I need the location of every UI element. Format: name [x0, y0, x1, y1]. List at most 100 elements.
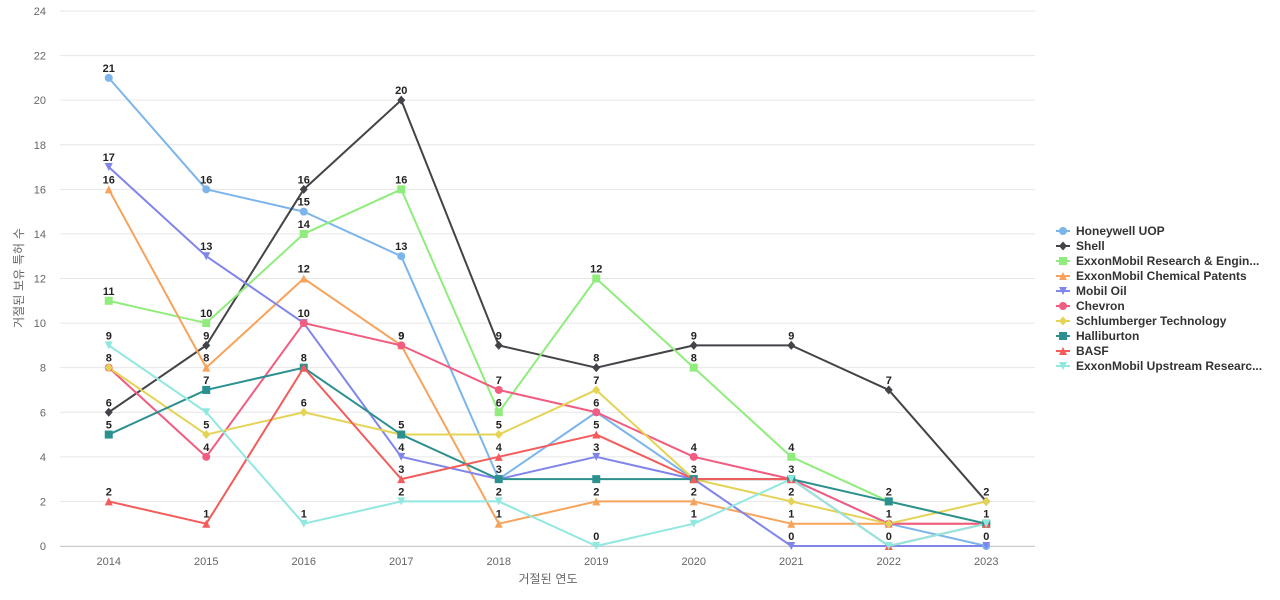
data-label: 9 — [106, 330, 112, 342]
data-point — [592, 497, 601, 506]
data-point — [397, 252, 406, 261]
legend-label: Schlumberger Technology — [1076, 314, 1227, 328]
data-point — [689, 452, 698, 461]
data-point — [397, 452, 406, 461]
legend-symbol — [1059, 272, 1067, 280]
data-point — [104, 185, 113, 194]
data-label: 12 — [590, 264, 602, 276]
data-point — [787, 542, 796, 550]
data-label: 6 — [593, 397, 599, 409]
legend-label: ExxonMobil Research & Engin... — [1076, 254, 1259, 268]
data-label: 1 — [496, 509, 502, 521]
data-point — [299, 274, 308, 283]
y-tick-label: 14 — [34, 229, 46, 241]
data-point — [299, 363, 308, 372]
data-point — [592, 363, 601, 373]
data-point — [494, 408, 503, 417]
data-label: 14 — [298, 219, 311, 231]
data-label: 13 — [200, 241, 212, 253]
x-tick-label: 2018 — [487, 556, 511, 568]
data-label: 2 — [983, 486, 989, 498]
legend-symbol — [1059, 362, 1067, 370]
data-point — [787, 496, 796, 506]
data-point — [202, 519, 211, 528]
data-label: 13 — [395, 241, 407, 253]
data-point — [689, 340, 698, 350]
legend-item[interactable]: ExxonMobil Research & Engin... — [1056, 254, 1259, 268]
data-point — [494, 430, 503, 440]
data-label: 21 — [103, 63, 115, 75]
data-label: 2 — [788, 486, 794, 498]
series-line-10[interactable] — [107, 344, 988, 547]
legend-label: Halliburton — [1076, 329, 1139, 343]
data-point — [299, 319, 308, 328]
data-label: 16 — [200, 174, 212, 186]
data-label: 10 — [298, 308, 310, 320]
data-point — [592, 385, 601, 395]
legend-label: Honeywell UOP — [1076, 224, 1165, 238]
legend-item[interactable]: ExxonMobil Chemical Patents — [1056, 269, 1247, 283]
data-point — [104, 497, 113, 506]
legend-item[interactable]: ExxonMobil Upstream Researc... — [1056, 359, 1262, 373]
series-line-2[interactable] — [107, 99, 988, 503]
series-line-3[interactable] — [107, 188, 988, 525]
data-label: 9 — [788, 330, 794, 342]
legend-label: Chevron — [1076, 299, 1125, 313]
x-tick-label: 2014 — [97, 556, 121, 568]
data-label: 1 — [983, 509, 989, 521]
data-point — [982, 496, 991, 506]
legend-label: BASF — [1076, 344, 1109, 358]
legend-item[interactable]: Chevron — [1056, 299, 1125, 313]
legend-item[interactable]: Shell — [1056, 239, 1105, 253]
series-line-4[interactable] — [107, 188, 988, 525]
data-label: 7 — [593, 375, 599, 387]
data-point — [689, 519, 698, 528]
data-point — [202, 319, 211, 328]
data-point — [299, 407, 308, 417]
data-label: 16 — [395, 174, 407, 186]
data-point — [397, 341, 406, 350]
legend-item[interactable]: Honeywell UOP — [1056, 224, 1165, 238]
series-line-1[interactable] — [107, 76, 988, 547]
x-tick-label: 2015 — [194, 556, 218, 568]
data-label: 11 — [103, 286, 115, 298]
legend-symbol — [1059, 257, 1067, 265]
data-point — [982, 519, 991, 528]
y-axis-title: 거절된 보유 특허 수 — [12, 228, 26, 328]
data-point — [104, 163, 113, 172]
series-line-5[interactable] — [107, 166, 988, 547]
data-label: 2 — [398, 486, 404, 498]
legend-item[interactable]: BASF — [1056, 344, 1109, 358]
data-point — [787, 475, 796, 484]
data-label: 8 — [691, 353, 697, 365]
data-point — [104, 73, 113, 82]
data-label: 7 — [203, 375, 209, 387]
data-point — [689, 497, 698, 506]
data-label: 4 — [203, 442, 210, 454]
data-label: 16 — [298, 174, 310, 186]
data-point — [592, 475, 601, 484]
data-label: 1 — [788, 509, 794, 521]
data-label: 4 — [496, 442, 503, 454]
data-point — [299, 229, 308, 238]
legend-item[interactable]: Schlumberger Technology — [1056, 314, 1227, 328]
data-label: 3 — [496, 464, 502, 476]
series-line-6[interactable] — [107, 322, 988, 525]
data-label: 9 — [496, 330, 502, 342]
data-point — [397, 185, 406, 194]
data-label: 8 — [106, 353, 112, 365]
data-label: 4 — [788, 442, 795, 454]
legend-item[interactable]: Mobil Oil — [1056, 284, 1127, 298]
legend-symbol — [1059, 332, 1067, 340]
y-tick-label: 2 — [40, 496, 46, 508]
series-line-8[interactable] — [107, 366, 988, 525]
data-label: 20 — [395, 85, 407, 97]
data-label: 2 — [886, 486, 892, 498]
series-lines — [107, 76, 988, 547]
y-tick-label: 22 — [34, 51, 46, 63]
legend-item[interactable]: Halliburton — [1056, 329, 1139, 343]
legend-symbol — [1059, 241, 1067, 251]
legend-symbol — [1059, 287, 1067, 295]
